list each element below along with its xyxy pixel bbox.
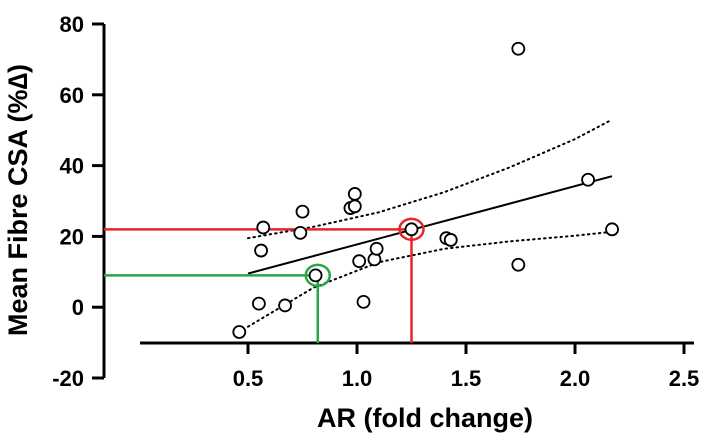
- x-tick-label: 1.0: [342, 366, 373, 391]
- confidence-band-upper: [247, 118, 614, 240]
- regression-line: [247, 175, 613, 275]
- y-axis-label: Mean Fibre CSA (%∆): [3, 64, 33, 336]
- data-point: [293, 225, 308, 240]
- data-point: [278, 298, 292, 313]
- annotations: [104, 217, 425, 343]
- data-point: [443, 233, 458, 247]
- x-tick-label: 0.5: [233, 366, 264, 391]
- data-point: [347, 199, 362, 214]
- y-tick-label: 80: [60, 12, 84, 37]
- annotation-red-circle: [398, 217, 425, 242]
- data-point: [511, 257, 526, 272]
- data-point: [295, 204, 310, 219]
- x-tick-label: 2.5: [669, 366, 700, 391]
- data-point: [256, 220, 271, 235]
- data-point: [356, 294, 371, 309]
- data-point: [511, 41, 526, 56]
- y-tick-label: -20: [52, 366, 84, 391]
- data-point: [254, 243, 268, 258]
- data-point: [581, 172, 595, 187]
- tick-labels: -20 0 20 40 60 80 0.5 1.0 1.5 2.0 2.5: [52, 12, 699, 391]
- data-point: [605, 222, 619, 237]
- regression-line-group: [247, 175, 613, 275]
- data-point: [404, 222, 419, 237]
- y-tick-label: 40: [60, 154, 84, 179]
- confidence-bands: [247, 118, 614, 328]
- data-point: [251, 296, 266, 311]
- y-tick-label: 0: [72, 295, 84, 320]
- data-point: [232, 325, 247, 339]
- x-axis-label: AR (fold change): [317, 403, 533, 433]
- data-point: [347, 187, 362, 201]
- annotation-green-circle: [304, 263, 332, 288]
- confidence-band-lower: [247, 230, 614, 328]
- x-tick-label: 1.5: [451, 366, 482, 391]
- x-tick-label: 2.0: [560, 366, 591, 391]
- data-point: [369, 241, 384, 256]
- y-tick-label: 60: [60, 83, 84, 108]
- data-point: [352, 254, 367, 269]
- data-points: [232, 41, 619, 339]
- y-tick-label: 20: [60, 224, 84, 249]
- axes: [92, 22, 694, 380]
- data-point: [308, 268, 323, 283]
